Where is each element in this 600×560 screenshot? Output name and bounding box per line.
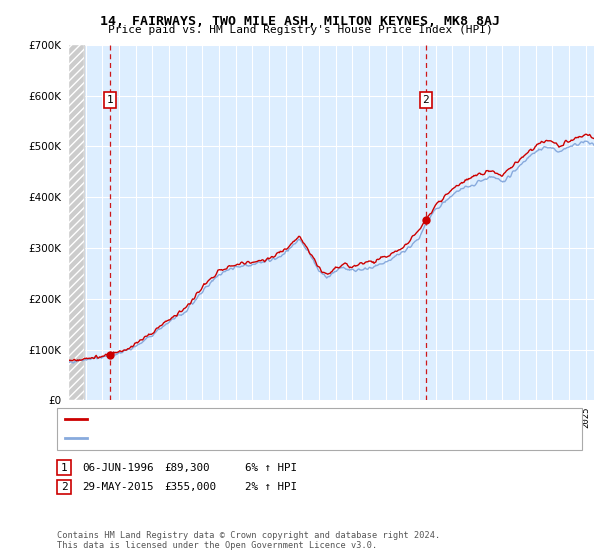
Bar — [69, 45, 85, 400]
Text: 1: 1 — [106, 95, 113, 105]
Text: 2: 2 — [61, 482, 68, 492]
Text: Price paid vs. HM Land Registry's House Price Index (HPI): Price paid vs. HM Land Registry's House … — [107, 25, 493, 35]
Text: Contains HM Land Registry data © Crown copyright and database right 2024.
This d: Contains HM Land Registry data © Crown c… — [57, 530, 440, 550]
Text: £355,000: £355,000 — [164, 482, 217, 492]
Text: 14, FAIRWAYS, TWO MILE ASH, MILTON KEYNES, MK8 8AJ: 14, FAIRWAYS, TWO MILE ASH, MILTON KEYNE… — [100, 15, 500, 27]
Text: £89,300: £89,300 — [164, 463, 210, 473]
Text: 1: 1 — [61, 463, 68, 473]
Text: 2% ↑ HPI: 2% ↑ HPI — [245, 482, 298, 492]
Text: 14, FAIRWAYS, TWO MILE ASH, MILTON KEYNES, MK8 8AJ (detached house): 14, FAIRWAYS, TWO MILE ASH, MILTON KEYNE… — [92, 415, 477, 424]
Text: HPI: Average price, detached house, Milton Keynes: HPI: Average price, detached house, Milt… — [92, 433, 374, 442]
Text: 06-JUN-1996: 06-JUN-1996 — [82, 463, 154, 473]
Bar — [69, 45, 85, 400]
Text: 2: 2 — [422, 95, 429, 105]
Text: 6% ↑ HPI: 6% ↑ HPI — [245, 463, 298, 473]
Text: 29-MAY-2015: 29-MAY-2015 — [82, 482, 154, 492]
